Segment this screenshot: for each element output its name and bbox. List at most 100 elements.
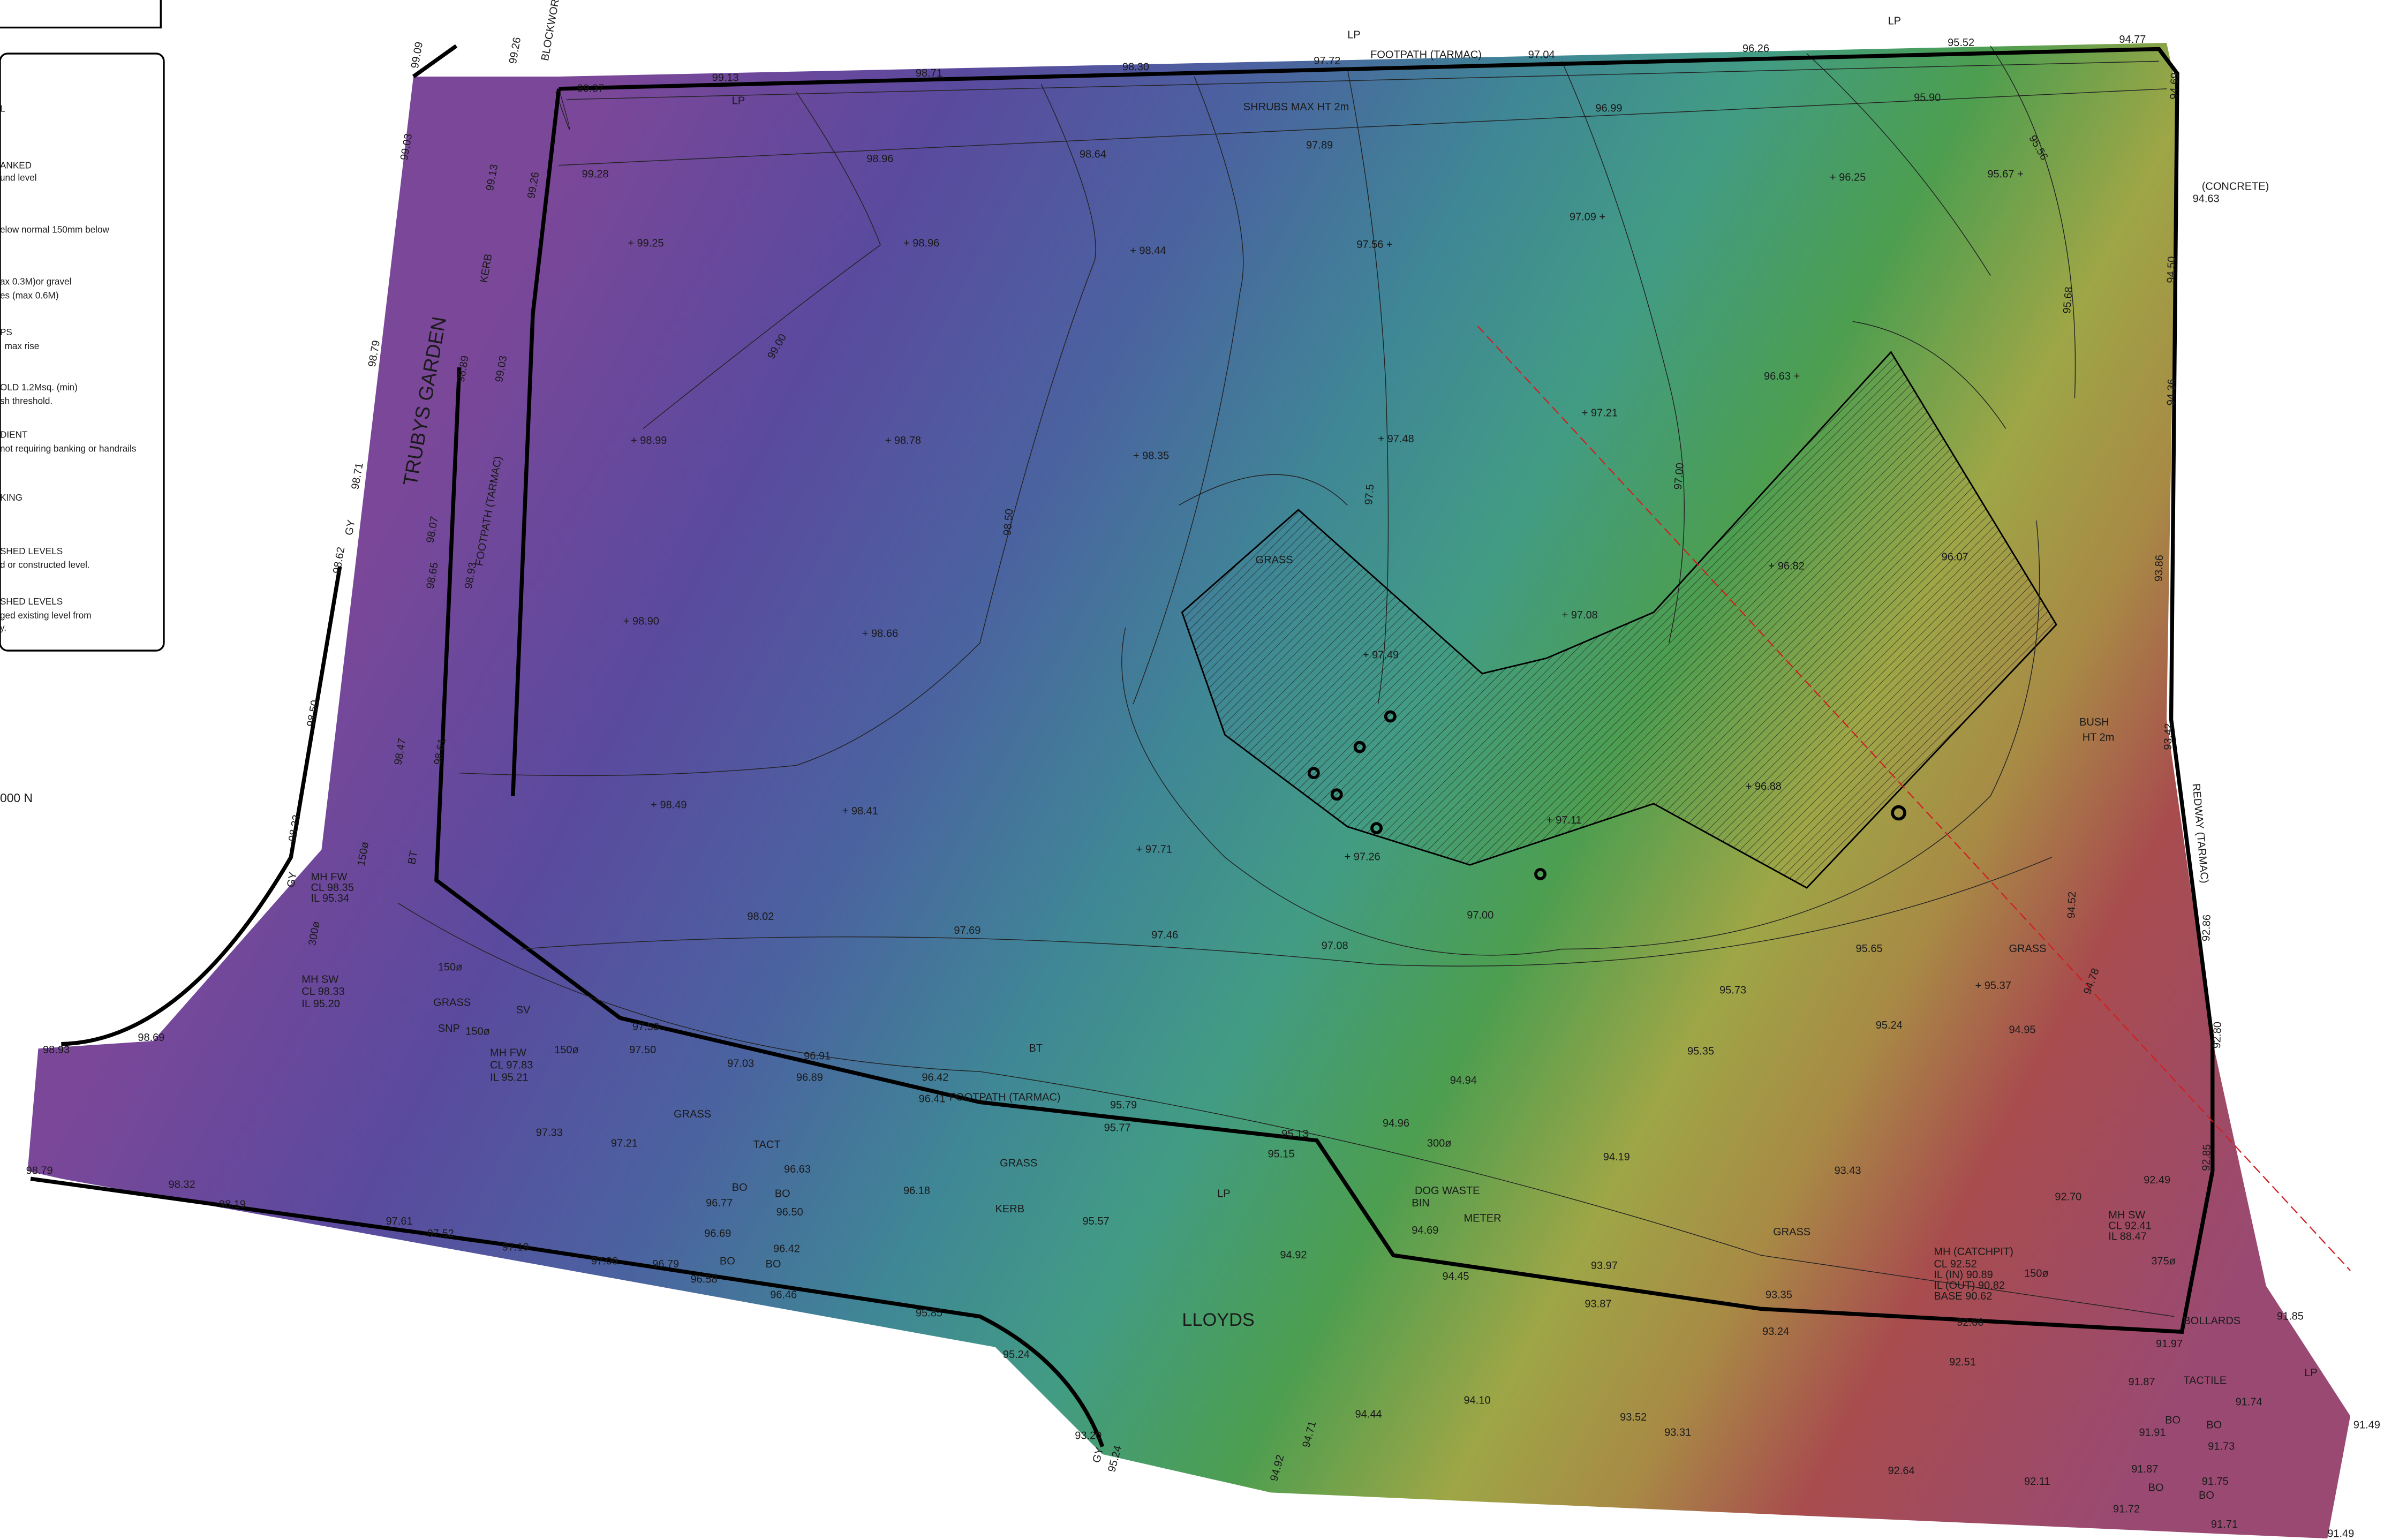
embankment	[1121, 321, 2040, 956]
annotation: GRASS	[1256, 554, 1293, 566]
annotation: LP	[1217, 1188, 1230, 1200]
spot-level: 91.72	[2113, 1504, 2140, 1515]
spot-level: 97.50	[629, 1044, 656, 1056]
annotation: HT 2m	[2083, 732, 2115, 744]
spot-level: 95.13	[1281, 1128, 1308, 1140]
spot-level: 93.42	[2162, 723, 2175, 750]
spot-level: 97.52	[427, 1228, 454, 1240]
spot-level: + 98.78	[885, 435, 921, 447]
annotation: METER	[1464, 1212, 1502, 1224]
spot-level: + 98.90	[623, 615, 659, 627]
legend-text: KING	[0, 492, 22, 503]
spot-level: + 97.71	[1136, 843, 1172, 855]
legend-text: SHED LEVELS	[0, 596, 63, 607]
spot-level: 97.72	[1314, 55, 1340, 67]
legend-text: es (max 0.6M)	[0, 290, 59, 300]
spot-level: 93.52	[1620, 1411, 1647, 1423]
spot-level: 95.79	[1110, 1099, 1137, 1111]
annotation: SV	[516, 1005, 531, 1016]
annotation: IL 88.47	[2108, 1231, 2147, 1243]
spot-level: 95.57	[1083, 1216, 1110, 1227]
trees	[1307, 710, 1906, 880]
spot-level: 92.86	[2200, 915, 2213, 942]
kerb-line	[511, 88, 561, 796]
annotation: 150ø	[554, 1044, 579, 1056]
spot-level: 96.99	[1595, 103, 1622, 115]
spot-level: 96.07	[1942, 551, 1968, 563]
spot-level: + 97.26	[1345, 851, 1380, 863]
annotation: IL (OUT) 90.82	[1934, 1280, 2005, 1292]
spot-level: 97.03	[727, 1058, 754, 1070]
annotation: TACT	[753, 1139, 781, 1151]
spot-level: + 98.35	[1133, 450, 1169, 462]
spot-level: 97.00	[1672, 462, 1686, 490]
annotation: BOLLARDS	[2183, 1315, 2240, 1327]
spot-level: 98.71	[916, 67, 942, 79]
spot-level: + 98.44	[1130, 245, 1166, 257]
spot-level: 94.44	[1355, 1408, 1382, 1420]
legend-text: elow normal 150mm below	[0, 224, 110, 235]
annotation: (CONCRETE)	[2202, 180, 2269, 192]
annotation: LP	[1347, 29, 1360, 41]
legend-text: y.	[0, 622, 6, 633]
spot-level: 91.85	[2277, 1310, 2304, 1322]
spot-level: 94.19	[1603, 1151, 1630, 1163]
spot-level: 96.26	[1742, 43, 1769, 55]
spot-level: 97.69	[954, 925, 980, 937]
spot-level: 93.97	[1591, 1260, 1618, 1272]
contour-lines	[459, 46, 2076, 776]
annotation: 150ø	[438, 962, 463, 973]
spot-level: 95.85	[916, 1308, 942, 1319]
spot-level: 95.52	[1948, 37, 1974, 49]
annotation: 375ø	[2151, 1255, 2176, 1267]
spot-level: 96.91	[804, 1050, 831, 1062]
legend-text: ged existing level from	[0, 610, 92, 621]
annotation: BO	[2206, 1419, 2222, 1431]
spot-level: 98.19	[219, 1199, 246, 1211]
spot-level: 94.45	[1443, 1271, 1469, 1282]
spot-level: 99.28	[582, 169, 609, 180]
annotation: 150ø	[465, 1026, 490, 1038]
annotation: DOG WASTE	[1415, 1185, 1480, 1197]
section-line	[1477, 326, 2351, 1271]
spot-level: 95.90	[1914, 92, 1941, 104]
annotation: CL 98.35	[311, 882, 353, 894]
annotation: BUSH	[2079, 716, 2109, 728]
legend-box-top	[0, 0, 162, 29]
spot-level: + 98.66	[862, 628, 898, 639]
spot-level: + 98.99	[631, 435, 667, 447]
spot-level: 95.77	[1104, 1122, 1131, 1134]
spot-level: 92.85	[2200, 1144, 2213, 1171]
spot-level: 92.11	[2024, 1476, 2050, 1488]
spot-level: 98.79	[26, 1165, 53, 1177]
spot-level: 91.73	[2208, 1440, 2235, 1452]
annotation: MH (CATCHPIT)	[1934, 1246, 2013, 1258]
spot-level: + 97.48	[1378, 433, 1414, 445]
legend-text: ax 0.3M)or gravel	[0, 276, 71, 287]
spot-level: 95.67 +	[1987, 169, 2023, 180]
spot-level: + 98.49	[651, 799, 686, 811]
spot-level: 96.77	[706, 1197, 733, 1209]
spot-level: 97.61	[386, 1216, 413, 1227]
annotation: SNP	[438, 1023, 460, 1035]
spot-level: 92.49	[2144, 1174, 2170, 1186]
annotation: IL 95.21	[490, 1071, 529, 1083]
annotation: 150ø	[2024, 1267, 2049, 1279]
spot-level: 97.04	[1528, 49, 1555, 61]
spot-level: 96.18	[903, 1185, 930, 1197]
spot-level: 91.97	[2156, 1338, 2183, 1350]
spot-level: 96.42	[773, 1243, 800, 1255]
annotation: 94.63	[2193, 193, 2220, 205]
spot-level: 91.49	[2353, 1419, 2380, 1431]
annotation: GRASS	[2009, 943, 2046, 955]
spot-level: 94.50	[2165, 256, 2178, 283]
annotation: LP	[732, 95, 745, 107]
spot-level: 99.37	[577, 83, 604, 95]
spot-level: 94.10	[1464, 1395, 1491, 1407]
legend-text: not requiring banking or handrails	[0, 443, 136, 454]
legend-box	[0, 52, 165, 652]
spot-level: 94.94	[1450, 1075, 1477, 1086]
annotation: CL 92.52	[1934, 1258, 1976, 1270]
spot-level: 91.49	[2327, 1528, 2354, 1539]
annotation: BO	[2165, 1415, 2181, 1426]
